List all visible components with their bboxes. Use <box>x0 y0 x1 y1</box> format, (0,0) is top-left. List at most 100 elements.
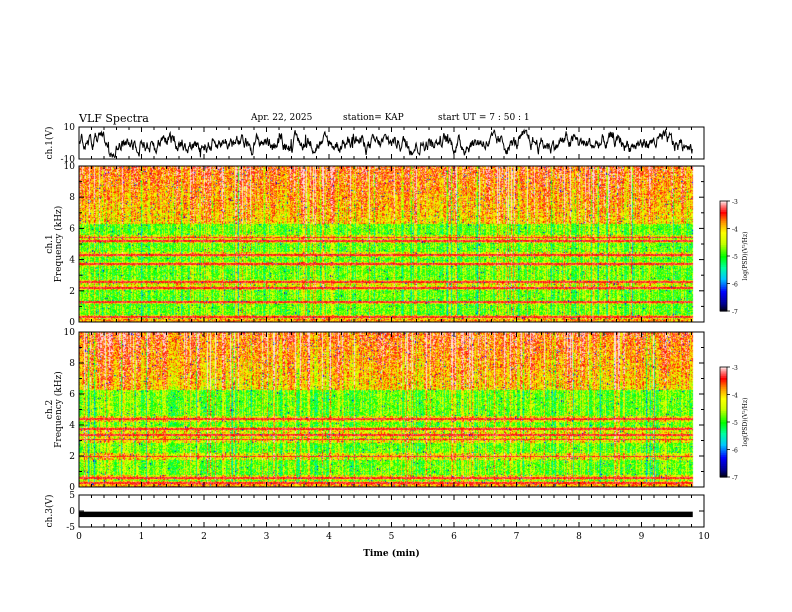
ch1-spectrogram-image <box>79 166 704 322</box>
ch1-spectrogram-ytick-label: 8 <box>69 193 75 203</box>
ch1-colorbar-label: log(PSD)(V²/Hz) <box>742 232 749 281</box>
ch2-colorbar-label: log(PSD)(V²/Hz) <box>742 398 749 447</box>
x-tick-label: 6 <box>451 532 457 542</box>
ch1-colorbar-cell <box>720 232 727 235</box>
ch2-colorbar-cell <box>720 436 727 440</box>
ch1-spectrogram-ytick-label: 10 <box>64 162 76 172</box>
ch2-colorbar-cell <box>720 423 727 427</box>
ch2-colorbar-cell <box>720 409 727 412</box>
ch2-colorbar-cell <box>720 453 727 456</box>
ch2-colorbar-cell <box>720 469 727 473</box>
ch1-colorbar-cell <box>720 268 727 272</box>
ch1-colorbar-tick-label: -3 <box>732 199 738 206</box>
figure-title: VLF Spectra <box>79 112 149 125</box>
ch1-colorbar-cell <box>720 257 727 261</box>
ch1-colorbar-cell <box>720 267 727 270</box>
ch3-waveform-ytick-label: -5 <box>66 523 75 533</box>
ch1-waveform-ytick-label: 10 <box>64 123 76 133</box>
ch1-colorbar-cell <box>720 245 727 248</box>
ch1-colorbar-cell <box>720 307 727 310</box>
x-axis-label: Time (min) <box>363 548 420 559</box>
ch3-waveform-band <box>79 511 693 518</box>
ch1-colorbar-cell <box>720 265 727 268</box>
ch1-colorbar-cell <box>720 261 727 264</box>
ch1-colorbar-cell <box>720 210 727 213</box>
ch1-spectrogram-ytick-label: 4 <box>69 256 75 266</box>
ch1-colorbar-cell <box>720 237 727 241</box>
ch2-colorbar-cell <box>720 456 727 460</box>
ch2-colorbar-cell <box>720 438 727 441</box>
ch2-colorbar-cell <box>720 383 727 386</box>
ch2-colorbar-cell <box>720 433 727 436</box>
ch1-colorbar-cell <box>720 301 727 305</box>
ch2-colorbar-cell <box>720 367 727 370</box>
x-tick-label: 7 <box>514 532 520 542</box>
ch2-colorbar-cell <box>720 416 727 419</box>
ch1-colorbar-cell <box>720 300 727 303</box>
x-tick-label: 0 <box>76 532 82 542</box>
start-time-label: start UT = 7 : 50 : 1 <box>438 113 530 123</box>
ch1-colorbar-cell <box>720 241 727 244</box>
ch1-waveform-ytick-label: -10 <box>61 155 76 165</box>
ch2-colorbar-cell <box>720 405 727 408</box>
ch1-colorbar-cell <box>720 201 727 204</box>
ch1-colorbar-cell <box>720 274 727 277</box>
ch2-colorbar-cell <box>720 460 727 463</box>
x-tick-label: 2 <box>201 532 207 542</box>
ch1-colorbar-cell <box>720 279 727 283</box>
ch1-colorbar-cell <box>720 250 727 253</box>
ch1-colorbar-cell <box>720 303 727 307</box>
ch1-colorbar-cell <box>720 276 727 279</box>
ch2-colorbar-cell <box>720 445 727 449</box>
ch2-colorbar-tick-label: -4 <box>732 393 738 400</box>
ch2-colorbar-cell <box>720 407 727 410</box>
ch1-colorbar-cell <box>720 226 727 230</box>
ch2-colorbar-cell <box>720 387 727 390</box>
date-label: Apr. 22, 2025 <box>251 113 313 123</box>
ch2-colorbar-tick-label: -5 <box>732 420 738 427</box>
ch2-colorbar-cell <box>720 431 727 434</box>
ch1-colorbar-tick-label: -5 <box>732 254 738 261</box>
ch1-colorbar-cell <box>720 223 727 226</box>
ch1-colorbar-cell <box>720 292 727 296</box>
ch2-colorbar-tick-label: -6 <box>732 448 738 455</box>
ch1-colorbar-cell <box>720 230 727 233</box>
ch2-colorbar-cell <box>720 447 727 451</box>
ch1-colorbar-cell <box>720 256 727 259</box>
ch3-waveform-ylabel: ch.3(V) <box>44 495 55 528</box>
ch2-spectrogram-ytick-label: 6 <box>69 390 75 400</box>
ch2-colorbar-cell <box>720 429 727 432</box>
ch1-colorbar-cell <box>720 243 727 246</box>
ch2-colorbar-cell <box>720 376 727 379</box>
ch2-colorbar-tick-label: -3 <box>732 365 738 372</box>
ch2-colorbar-cell <box>720 455 727 458</box>
ch2-colorbar-cell <box>720 471 727 474</box>
ch1-colorbar-cell <box>720 221 727 224</box>
ch2-spectrogram-ytick-label: 10 <box>64 328 76 338</box>
ch2-spectrogram-ylabel: Frequency (kHz) <box>53 371 64 448</box>
ch1-colorbar-cell <box>720 228 727 231</box>
ch2-colorbar-cell <box>720 374 727 377</box>
ch1-colorbar-cell <box>720 215 727 219</box>
ch1-colorbar-cell <box>720 212 727 215</box>
ch1-colorbar-cell <box>720 278 727 281</box>
ch1-colorbar-cell <box>720 219 727 222</box>
ch2-colorbar-cell <box>720 458 727 462</box>
ch2-colorbar-cell <box>720 401 727 405</box>
ch2-colorbar-cell <box>720 473 727 476</box>
ch2-spectrogram-ylabel: ch.2 <box>45 400 55 419</box>
ch2-colorbar-cell <box>720 451 727 454</box>
ch1-colorbar-tick-label: -4 <box>732 227 738 234</box>
ch1-colorbar-cell <box>720 283 727 286</box>
ch2-colorbar-cell <box>720 389 727 392</box>
ch2-colorbar-cell <box>720 396 727 399</box>
ch2-colorbar-cell <box>720 449 727 452</box>
ch2-colorbar-cell <box>720 403 727 407</box>
ch1-colorbar-cell <box>720 294 727 297</box>
ch1-colorbar-cell <box>720 234 727 237</box>
ch1-colorbar-cell <box>720 246 727 250</box>
ch2-colorbar-cell <box>720 442 727 445</box>
ch1-colorbar-cell <box>720 270 727 274</box>
